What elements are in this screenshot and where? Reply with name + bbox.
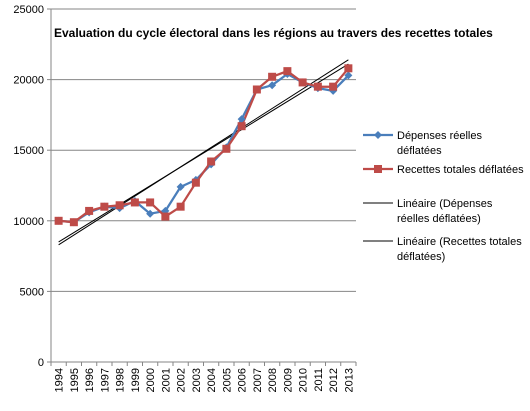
data-point-2 <box>69 218 78 227</box>
chart-title: Evaluation du cycle électoral dans les r… <box>54 26 493 40</box>
x-tick-label: 1995 <box>69 368 81 392</box>
data-point-2 <box>130 198 139 207</box>
trendline-1 <box>58 63 349 243</box>
data-point-2 <box>222 144 231 153</box>
x-tick-label: 2005 <box>221 368 233 392</box>
data-point-1 <box>344 71 353 80</box>
y-tick-label: 10000 <box>13 216 44 228</box>
legend-marker <box>374 131 382 139</box>
x-tick-label: 2004 <box>206 368 218 392</box>
y-tick-label: 5000 <box>20 286 44 298</box>
x-tick-label: 1996 <box>84 368 96 392</box>
trendlines <box>58 59 349 246</box>
legend-label: Linéaire (Dépenses réelles déflatées) <box>397 198 493 225</box>
x-tick-label: 2012 <box>328 368 340 392</box>
data-point-2 <box>298 78 307 87</box>
x-tick-label: 2003 <box>191 368 203 392</box>
data-point-2 <box>176 202 185 211</box>
x-tick-label: 2007 <box>252 368 264 392</box>
data-point-2 <box>100 202 109 211</box>
data-point-2 <box>329 82 338 91</box>
x-tick-label: 2006 <box>237 368 249 392</box>
y-tick-label: 20000 <box>13 75 44 87</box>
legend-label: Recettes totales déflatées <box>397 164 524 176</box>
legend-label: Dépenses réelles déflatées <box>397 130 482 157</box>
data-point-2 <box>54 216 63 225</box>
legend-marker <box>374 165 382 173</box>
data-point-2 <box>283 67 292 76</box>
data-point-1 <box>176 182 185 191</box>
y-tick-label: 0 <box>38 357 44 369</box>
series-lines <box>54 64 353 227</box>
data-point-2 <box>237 122 246 131</box>
data-point-2 <box>344 64 353 73</box>
x-tick-label: 2010 <box>298 368 310 392</box>
data-point-2 <box>313 82 322 91</box>
x-tick-label: 2008 <box>267 368 279 392</box>
legend-label: Linéaire (Recettes totales déflatées) <box>397 236 522 263</box>
x-tick-label: 2001 <box>160 368 172 392</box>
x-tick-label: 1994 <box>54 368 66 392</box>
data-point-1 <box>268 81 277 90</box>
data-point-1 <box>146 209 155 218</box>
data-point-2 <box>115 201 124 210</box>
legend: Dépenses réelles déflatées Recettes totale… <box>363 130 524 263</box>
gridlines <box>51 8 356 292</box>
y-tick-label: 25000 <box>13 4 44 16</box>
x-tick-label: 2009 <box>282 368 294 392</box>
trendline-2 <box>58 59 349 246</box>
x-tick-label: 1998 <box>115 368 127 392</box>
x-tick-label: 2002 <box>176 368 188 392</box>
x-tick-label: 1999 <box>130 368 142 392</box>
x-tick-label: 1997 <box>99 368 111 392</box>
data-point-2 <box>207 157 216 166</box>
y-tick-label: 15000 <box>13 145 44 157</box>
x-tick-label: 2011 <box>313 368 325 392</box>
data-point-1 <box>237 115 246 124</box>
data-point-2 <box>252 85 261 94</box>
data-point-2 <box>85 206 94 215</box>
data-point-2 <box>146 198 155 207</box>
data-point-2 <box>161 212 170 221</box>
x-tick-label: 2013 <box>343 368 355 392</box>
x-tick-label: 2000 <box>145 368 157 392</box>
data-point-2 <box>191 178 200 187</box>
data-point-2 <box>268 72 277 81</box>
